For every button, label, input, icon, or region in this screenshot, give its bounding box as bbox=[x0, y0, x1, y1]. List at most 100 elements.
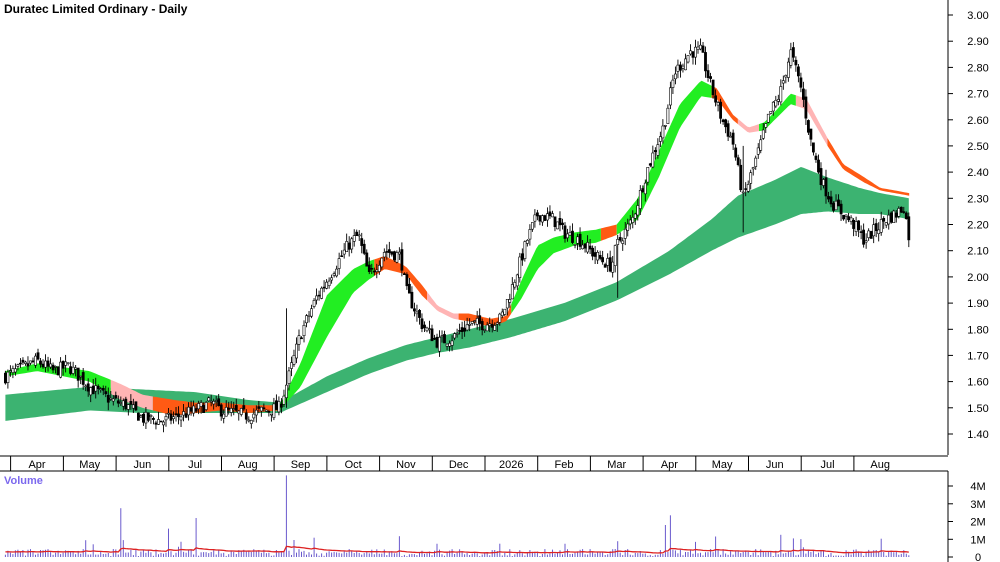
candle-down bbox=[142, 413, 145, 423]
candle-down bbox=[367, 264, 371, 272]
candle-up bbox=[621, 240, 625, 244]
candle-down bbox=[134, 401, 138, 411]
candle-down bbox=[902, 211, 906, 213]
candle-up bbox=[14, 368, 17, 373]
candle-down bbox=[811, 142, 815, 153]
candle-down bbox=[407, 283, 411, 294]
candle-up bbox=[769, 111, 773, 114]
candle-up bbox=[199, 402, 203, 407]
candle-down bbox=[106, 394, 110, 403]
fast-band-segment bbox=[110, 379, 153, 411]
candle-up bbox=[651, 152, 655, 168]
candle-down bbox=[618, 237, 622, 241]
candle-down bbox=[799, 77, 803, 88]
candle-up bbox=[643, 182, 647, 195]
candle-up bbox=[500, 311, 504, 317]
candle-down bbox=[433, 337, 436, 340]
candle-up bbox=[64, 361, 68, 366]
month-label: Aug bbox=[238, 459, 258, 471]
candle-up bbox=[89, 387, 93, 396]
candle-up bbox=[440, 335, 444, 338]
candle-up bbox=[162, 421, 165, 426]
candle-down bbox=[809, 128, 813, 140]
candle-up bbox=[849, 217, 853, 222]
candle-up bbox=[729, 135, 733, 138]
candle-up bbox=[224, 406, 228, 417]
volume-tick-label: 3M bbox=[970, 499, 985, 511]
candle-up bbox=[252, 413, 256, 419]
candle-up bbox=[638, 190, 642, 209]
candle-up bbox=[29, 360, 32, 364]
candle-down bbox=[194, 408, 198, 412]
candle-up bbox=[330, 277, 334, 281]
month-label: Jun bbox=[766, 459, 784, 471]
candle-up bbox=[666, 107, 670, 124]
candle-down bbox=[169, 413, 173, 421]
candle-down bbox=[829, 196, 833, 205]
candle-down bbox=[827, 196, 830, 200]
candle-up bbox=[44, 360, 47, 368]
candle-up bbox=[518, 256, 522, 279]
candle-down bbox=[543, 215, 547, 221]
candle-up bbox=[626, 223, 630, 231]
candle-up bbox=[295, 343, 298, 359]
time-axis: Apr May Jun Jul Aug Sep Oct Nov Dec 2026 Feb Mar Apr… bbox=[0, 455, 948, 472]
candle-up bbox=[332, 273, 336, 276]
candle-down bbox=[653, 150, 657, 153]
candle-down bbox=[267, 410, 271, 413]
candle-down bbox=[899, 206, 903, 213]
candle-down bbox=[794, 59, 798, 66]
candle-up bbox=[822, 179, 825, 186]
candle-up bbox=[247, 419, 251, 422]
candle-down bbox=[588, 245, 592, 250]
candle-up bbox=[84, 385, 88, 388]
candle-down bbox=[571, 230, 574, 243]
candle-up bbox=[470, 321, 474, 324]
candle-down bbox=[317, 294, 321, 297]
month-label: Jul bbox=[188, 459, 202, 471]
candle-down bbox=[385, 251, 389, 253]
fast-band-segment bbox=[795, 95, 828, 146]
candle-up bbox=[232, 408, 236, 410]
month-label: Dec bbox=[449, 459, 469, 471]
candle-down bbox=[591, 247, 595, 257]
candle-up bbox=[754, 157, 758, 167]
candle-down bbox=[370, 267, 374, 270]
price-tick-label: 1.40 bbox=[967, 429, 988, 441]
price-tick-label: 2.90 bbox=[967, 36, 988, 48]
candle-up bbox=[109, 397, 113, 400]
candle-up bbox=[606, 258, 610, 266]
candle-down bbox=[365, 252, 369, 267]
candle-up bbox=[503, 308, 507, 315]
candle-down bbox=[719, 101, 723, 119]
candle-up bbox=[877, 229, 881, 234]
price-tick-label: 2.10 bbox=[967, 246, 988, 258]
candle-down bbox=[814, 155, 818, 160]
candle-up bbox=[207, 397, 211, 402]
candle-up bbox=[493, 325, 497, 331]
candle-up bbox=[475, 318, 479, 325]
candle-up bbox=[786, 61, 790, 78]
candle-up bbox=[699, 44, 702, 50]
candle-up bbox=[139, 415, 143, 418]
candle-up bbox=[879, 219, 883, 233]
candle-up bbox=[636, 205, 640, 216]
candle-down bbox=[889, 212, 893, 223]
candle-up bbox=[551, 213, 554, 218]
candle-down bbox=[56, 366, 60, 376]
candle-up bbox=[533, 214, 537, 222]
candle-up bbox=[342, 249, 346, 255]
candle-up bbox=[59, 361, 63, 378]
candle-down bbox=[701, 45, 705, 53]
candle-up bbox=[545, 213, 549, 221]
candle-down bbox=[535, 212, 539, 217]
month-label: Nov bbox=[396, 459, 416, 471]
candle-down bbox=[874, 223, 878, 231]
candle-down bbox=[362, 243, 366, 254]
candle-down bbox=[400, 249, 404, 271]
candle-down bbox=[538, 215, 542, 222]
candle-up bbox=[74, 367, 78, 370]
candle-up bbox=[164, 416, 168, 421]
candle-down bbox=[61, 360, 65, 369]
candle-up bbox=[668, 87, 672, 106]
